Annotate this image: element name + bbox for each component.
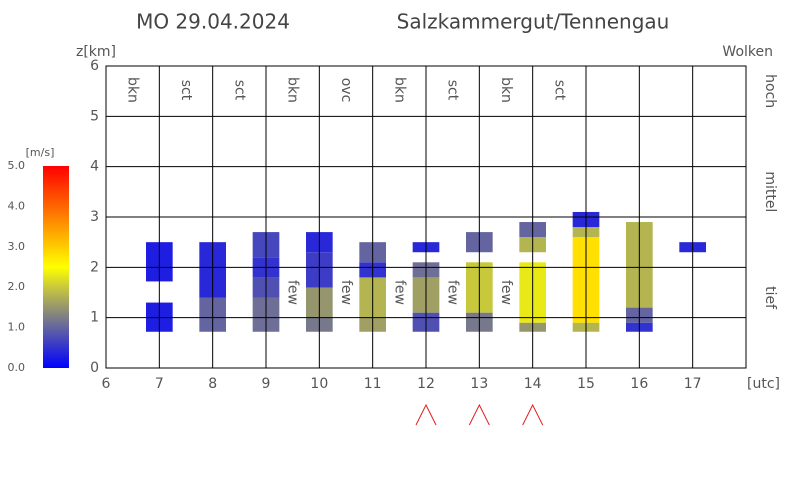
plot-frame <box>105 65 747 369</box>
y-tick-label: 0 <box>90 360 99 376</box>
colorbar-tick-label: 1.0 <box>8 321 26 334</box>
y-tick-label: 4 <box>90 159 99 175</box>
x-tick-label: 12 <box>417 376 435 392</box>
x-axis-label: [utc] <box>747 376 780 392</box>
cloud-cover-label: bkn <box>285 77 301 103</box>
x-tick-label: 6 <box>102 376 111 392</box>
marker <box>522 403 544 426</box>
y-axis-label: z[km] <box>76 44 116 60</box>
colorbar-tick-label: 0.0 <box>8 361 26 374</box>
colorbar-tick-label: 3.0 <box>8 240 26 253</box>
colorbar-tick-label: 4.0 <box>8 199 26 212</box>
low-cover-label: few <box>498 280 514 305</box>
cloud-cover-label: sct <box>178 80 194 101</box>
cloud-cover-label: sct <box>551 80 567 101</box>
marker <box>468 403 490 426</box>
x-tick-label: 17 <box>684 376 702 392</box>
chart-subtitle: Salzkammergut/Tennengau <box>397 10 670 34</box>
x-tick-label: 11 <box>364 376 382 392</box>
x-tick-label: 8 <box>208 376 217 392</box>
x-tick-label: 7 <box>155 376 164 392</box>
level-label: mittel <box>762 171 778 212</box>
x-tick-label: 14 <box>524 376 542 392</box>
x-tick-label: 10 <box>310 376 328 392</box>
y-tick-label: 1 <box>90 310 99 326</box>
level-label: hoch <box>762 74 778 108</box>
x-tick-label: 16 <box>630 376 648 392</box>
cloud-cover-label: ovc <box>338 78 354 103</box>
y-tick-label: 3 <box>90 209 99 225</box>
colorbar-tick-label: 5.0 <box>8 159 26 172</box>
cloud-cover-label: sct <box>231 80 247 101</box>
cloud-cover-label: bkn <box>391 77 407 103</box>
chart-title: MO 29.04.2024 <box>136 10 290 34</box>
colorbar <box>43 166 69 368</box>
cloud-cover-label: bkn <box>498 77 514 103</box>
low-cover-label: few <box>391 280 407 305</box>
marker <box>415 403 437 426</box>
low-cover-label: few <box>338 280 354 305</box>
x-tick-label: 13 <box>470 376 488 392</box>
y-tick-label: 5 <box>90 108 99 124</box>
cloud-cover-label: sct <box>445 80 461 101</box>
low-cover-label: few <box>285 280 301 305</box>
x-tick-label: 9 <box>262 376 271 392</box>
low-cover-label: few <box>445 280 461 305</box>
colorbar-label: [m/s] <box>26 146 55 159</box>
cloud-cover-label: bkn <box>125 77 141 103</box>
level-label: tief <box>762 286 778 310</box>
y-tick-label: 2 <box>90 259 99 275</box>
x-tick-label: 15 <box>577 376 595 392</box>
y-tick-label: 6 <box>90 58 99 74</box>
colorbar-tick-label: 2.0 <box>8 280 26 293</box>
right-label: Wolken <box>722 44 773 60</box>
